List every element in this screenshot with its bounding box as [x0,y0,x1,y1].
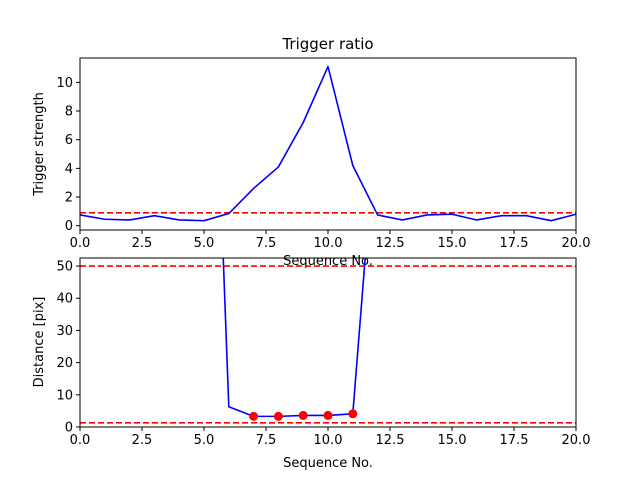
trigger-ratio-panel: Trigger ratio 0.0 2.5 5.0 7.5 10.0 12.5 15.0 17… [32,35,590,269]
data-point [298,410,308,420]
data-point [323,410,333,420]
y-tick-label: 4 [65,162,73,177]
series-lines [80,65,576,222]
y-tick-label: 40 [56,292,73,307]
y-tick-label: 0 [65,421,73,436]
data-point [348,409,358,419]
chart-title: Trigger ratio [281,35,373,53]
y-tick-label: 8 [65,105,73,120]
axis-ticks: 0.0 2.5 5.0 7.5 10.0 12.5 15.0 17.5 20.0 0 2 4 6 8 10 [56,76,590,251]
y-tick-label: 0 [65,219,73,234]
series-line [80,65,576,222]
x-tick-label: 20.0 [562,236,591,251]
y-tick-label: 2 [65,191,73,206]
distance-panel: 0.0 2.5 5.0 7.5 10.0 12.5 15.0 17.5 20.0 0 10 20 30 4… [32,257,590,471]
x-tick-label: 7.5 [256,433,277,448]
x-tick-label: 2.5 [132,236,153,251]
x-tick-label: 12.5 [376,236,405,251]
x-tick-label: 5.0 [194,433,215,448]
x-tick-label: 0.0 [70,433,91,448]
y-tick-label: 30 [56,324,73,339]
y-tick-label: 20 [56,356,73,371]
data-point [273,411,283,421]
plot-frame [79,257,577,428]
x-tick-label: 12.5 [376,433,405,448]
x-axis-label: Sequence No. [283,456,373,471]
x-tick-label: 5.0 [194,236,215,251]
y-tick-label: 50 [56,260,73,275]
x-tick-label: 10.0 [314,433,343,448]
x-tick-label: 2.5 [132,433,153,448]
x-tick-label: 15.0 [438,236,467,251]
axis-ticks: 0.0 2.5 5.0 7.5 10.0 12.5 15.0 17.5 20.0 0 10 20 30 4… [56,260,590,448]
x-tick-label: 15.0 [438,433,467,448]
x-tick-label: 17.5 [500,433,529,448]
y-tick-label: 10 [56,388,73,403]
y-tick-label: 10 [56,76,73,91]
plot-frame [79,57,577,231]
x-tick-label: 0.0 [70,236,91,251]
series-markers [249,409,358,421]
x-tick-label: 20.0 [562,433,591,448]
y-axis-label: Trigger strength [32,92,47,197]
y-tick-label: 6 [65,133,73,148]
threshold-lines [80,265,576,424]
y-axis-label: Distance [pix] [32,297,47,388]
x-tick-label: 17.5 [500,236,529,251]
x-tick-label: 10.0 [314,236,343,251]
data-point [249,411,259,421]
x-tick-label: 7.5 [256,236,277,251]
